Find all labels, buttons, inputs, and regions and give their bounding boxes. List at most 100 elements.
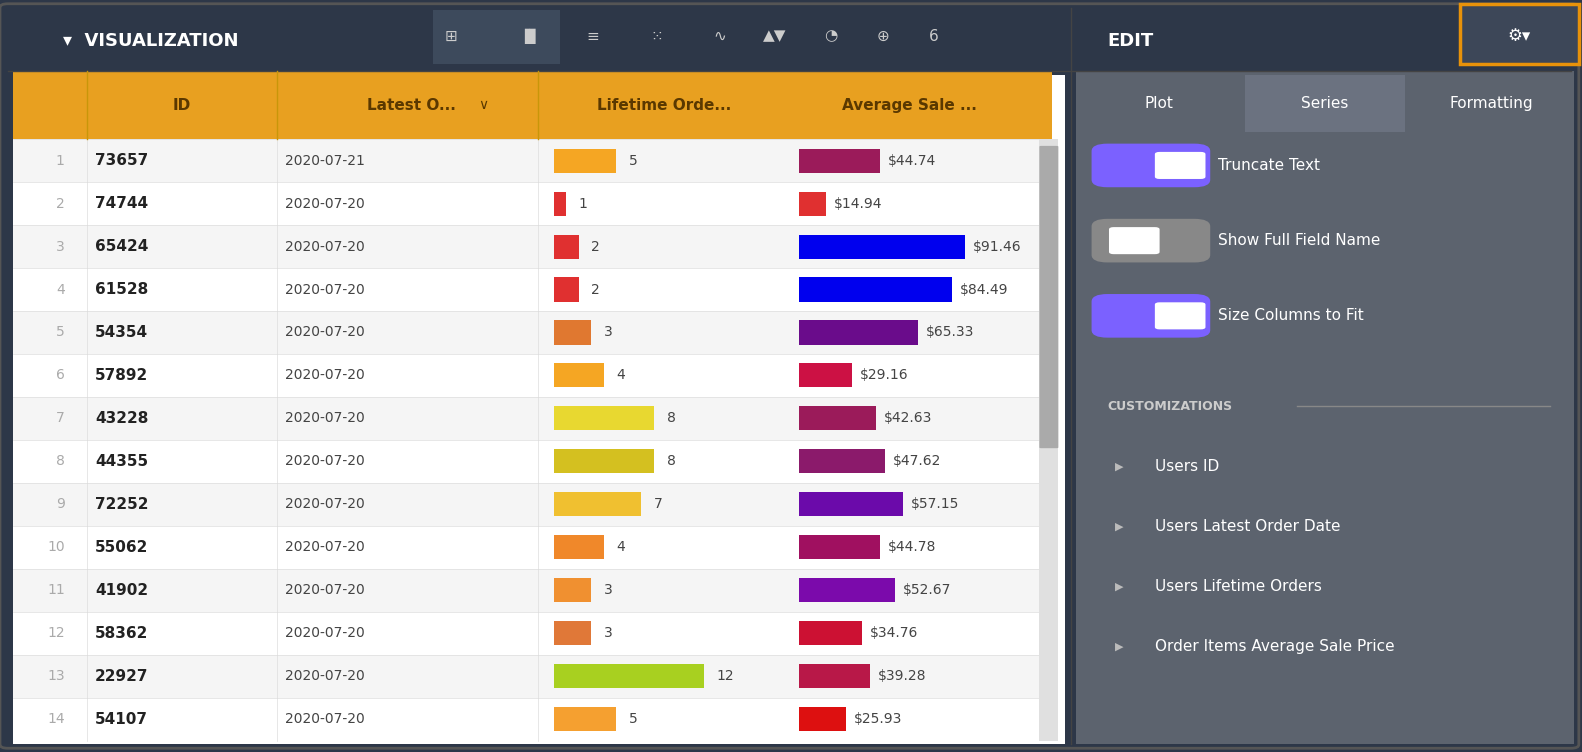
Text: Order Items Average Sale Price: Order Items Average Sale Price bbox=[1155, 639, 1394, 654]
Text: 9: 9 bbox=[55, 497, 65, 511]
Text: 41902: 41902 bbox=[95, 583, 149, 598]
Text: 2020-07-20: 2020-07-20 bbox=[285, 497, 364, 511]
Text: $25.93: $25.93 bbox=[854, 712, 902, 726]
Text: 43228: 43228 bbox=[95, 411, 149, 426]
Text: 8: 8 bbox=[55, 454, 65, 468]
Text: $44.78: $44.78 bbox=[888, 541, 937, 554]
Text: $39.28: $39.28 bbox=[878, 669, 927, 684]
Text: Show Full Field Name: Show Full Field Name bbox=[1218, 233, 1381, 248]
Text: 4: 4 bbox=[55, 283, 65, 296]
Text: $57.15: $57.15 bbox=[911, 497, 959, 511]
Text: ID: ID bbox=[172, 98, 191, 113]
Text: Truncate Text: Truncate Text bbox=[1218, 158, 1319, 173]
Text: Formatting: Formatting bbox=[1449, 96, 1533, 111]
Text: 8: 8 bbox=[666, 454, 676, 468]
Text: 74744: 74744 bbox=[95, 196, 149, 211]
Text: 7: 7 bbox=[55, 411, 65, 426]
Text: 2020-07-20: 2020-07-20 bbox=[285, 283, 364, 296]
Text: CUSTOMIZATIONS: CUSTOMIZATIONS bbox=[1107, 399, 1232, 413]
Text: 6: 6 bbox=[55, 368, 65, 383]
Text: 61528: 61528 bbox=[95, 282, 149, 297]
Text: 2: 2 bbox=[55, 196, 65, 211]
Text: 2: 2 bbox=[592, 283, 600, 296]
Text: Series: Series bbox=[1302, 96, 1348, 111]
Text: Users ID: Users ID bbox=[1155, 459, 1220, 474]
Text: 4: 4 bbox=[617, 541, 625, 554]
Text: 2020-07-20: 2020-07-20 bbox=[285, 411, 364, 426]
Text: 2020-07-20: 2020-07-20 bbox=[285, 368, 364, 383]
Text: ◔: ◔ bbox=[824, 29, 837, 44]
Text: 1: 1 bbox=[55, 153, 65, 168]
Text: 55062: 55062 bbox=[95, 540, 149, 555]
Text: 2020-07-20: 2020-07-20 bbox=[285, 541, 364, 554]
Text: 2020-07-20: 2020-07-20 bbox=[285, 584, 364, 597]
Text: $29.16: $29.16 bbox=[859, 368, 908, 383]
Text: ▶: ▶ bbox=[1115, 581, 1123, 592]
Text: 12: 12 bbox=[717, 669, 734, 684]
Text: 11: 11 bbox=[47, 584, 65, 597]
Text: 2020-07-20: 2020-07-20 bbox=[285, 326, 364, 339]
Text: 3: 3 bbox=[55, 240, 65, 253]
Text: 2020-07-20: 2020-07-20 bbox=[285, 626, 364, 640]
Text: ∨: ∨ bbox=[478, 99, 487, 112]
Text: 5: 5 bbox=[630, 712, 638, 726]
Text: 54354: 54354 bbox=[95, 325, 149, 340]
Text: $34.76: $34.76 bbox=[870, 626, 918, 640]
Text: 12: 12 bbox=[47, 626, 65, 640]
Text: 2020-07-20: 2020-07-20 bbox=[285, 196, 364, 211]
Text: 5: 5 bbox=[55, 326, 65, 339]
Text: 5: 5 bbox=[630, 153, 638, 168]
Text: Lifetime Orde...: Lifetime Orde... bbox=[598, 98, 731, 113]
Text: EDIT: EDIT bbox=[1107, 32, 1153, 50]
Text: ▶: ▶ bbox=[1115, 461, 1123, 472]
Text: $65.33: $65.33 bbox=[925, 326, 975, 339]
Text: ⊕: ⊕ bbox=[876, 29, 889, 44]
Text: $52.67: $52.67 bbox=[902, 584, 951, 597]
Text: ∿: ∿ bbox=[713, 29, 726, 44]
Text: $44.74: $44.74 bbox=[888, 153, 937, 168]
Text: ⚙▾: ⚙▾ bbox=[1508, 27, 1530, 45]
Text: 2020-07-20: 2020-07-20 bbox=[285, 240, 364, 253]
Text: ≡: ≡ bbox=[587, 29, 600, 44]
Text: 44355: 44355 bbox=[95, 454, 149, 469]
Text: 13: 13 bbox=[47, 669, 65, 684]
Text: Size Columns to Fit: Size Columns to Fit bbox=[1218, 308, 1364, 323]
Text: 22927: 22927 bbox=[95, 669, 149, 684]
Text: 4: 4 bbox=[617, 368, 625, 383]
Text: 72252: 72252 bbox=[95, 497, 149, 512]
Text: 3: 3 bbox=[604, 626, 612, 640]
Text: 65424: 65424 bbox=[95, 239, 149, 254]
Text: $42.63: $42.63 bbox=[884, 411, 933, 426]
Text: $14.94: $14.94 bbox=[834, 196, 883, 211]
Text: Plot: Plot bbox=[1144, 96, 1174, 111]
Text: ▶: ▶ bbox=[1115, 521, 1123, 532]
Text: 2020-07-20: 2020-07-20 bbox=[285, 712, 364, 726]
Text: $91.46: $91.46 bbox=[973, 240, 1022, 253]
Text: Latest O...: Latest O... bbox=[367, 98, 456, 113]
Text: 2020-07-21: 2020-07-21 bbox=[285, 153, 364, 168]
Text: 10: 10 bbox=[47, 541, 65, 554]
Text: 3: 3 bbox=[604, 584, 612, 597]
Text: 58362: 58362 bbox=[95, 626, 149, 641]
Text: 54107: 54107 bbox=[95, 711, 149, 726]
Text: ▾  VISUALIZATION: ▾ VISUALIZATION bbox=[63, 32, 239, 50]
Text: 2: 2 bbox=[592, 240, 600, 253]
Text: 2020-07-20: 2020-07-20 bbox=[285, 669, 364, 684]
Text: 8: 8 bbox=[666, 411, 676, 426]
Text: ▲▼: ▲▼ bbox=[764, 29, 786, 44]
Text: ▐▌: ▐▌ bbox=[519, 29, 541, 44]
Text: 2020-07-20: 2020-07-20 bbox=[285, 454, 364, 468]
Text: 6: 6 bbox=[929, 29, 938, 44]
Text: $47.62: $47.62 bbox=[894, 454, 941, 468]
Text: 57892: 57892 bbox=[95, 368, 149, 383]
Text: ⊞: ⊞ bbox=[445, 29, 457, 44]
Text: Average Sale ...: Average Sale ... bbox=[842, 98, 978, 113]
Text: 7: 7 bbox=[653, 497, 663, 511]
Text: ⁙: ⁙ bbox=[650, 29, 663, 44]
Text: Users Lifetime Orders: Users Lifetime Orders bbox=[1155, 579, 1321, 594]
Text: 73657: 73657 bbox=[95, 153, 149, 168]
Text: 14: 14 bbox=[47, 712, 65, 726]
Text: 3: 3 bbox=[604, 326, 612, 339]
Text: 1: 1 bbox=[579, 196, 589, 211]
Text: Users Latest Order Date: Users Latest Order Date bbox=[1155, 519, 1340, 534]
